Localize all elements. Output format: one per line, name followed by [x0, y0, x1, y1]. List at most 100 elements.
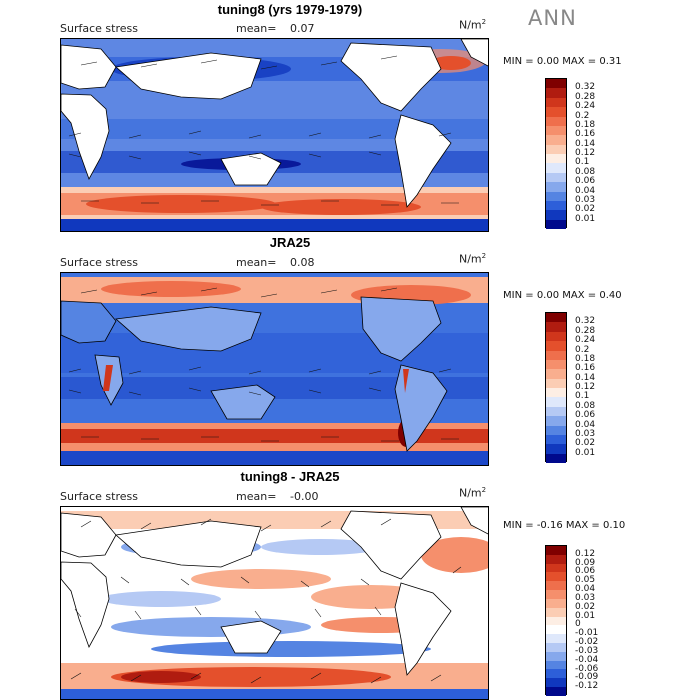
colorbar-tick-label: 0.1	[575, 391, 590, 402]
colorbar-tick-label: 0.24	[575, 101, 596, 112]
max-label: MAX =	[562, 290, 597, 301]
mean-value: -0.00	[290, 490, 319, 503]
colorbar-swatch	[546, 107, 566, 117]
colorbar-swatch	[546, 425, 566, 435]
stress-map	[61, 273, 488, 465]
colorbar-tick-label: 0.16	[575, 363, 596, 374]
mean-label: mean=	[236, 256, 277, 269]
colorbar-swatch	[546, 79, 566, 89]
colorbar-tick-label: 0.24	[575, 335, 596, 346]
units-exponent: 2	[481, 18, 487, 26]
max-value: 0.40	[599, 290, 622, 301]
colorbar-tick-label: 0.09	[575, 557, 596, 568]
units-label: N/m2	[459, 252, 486, 266]
colorbar-tick-label: 0.12	[575, 382, 596, 392]
colorbar-swatch	[546, 416, 566, 426]
colorbar-swatch	[546, 116, 566, 126]
colorbar-tick-label: 0.02	[575, 204, 596, 215]
colorbar-tick-label: -0.02	[575, 637, 599, 648]
colorbar-tick-label: 0.1	[575, 157, 590, 168]
min-label: MIN =	[503, 56, 534, 67]
colorbar-swatch	[546, 434, 566, 445]
colorbar-tick-label: -0.01	[575, 628, 599, 639]
colorbar-swatch	[546, 453, 566, 463]
colorbar-tick-label: 0.04	[575, 584, 596, 595]
colorbar-tick-label: 0.28	[575, 325, 596, 336]
colorbar-tick-label: 0.04	[575, 419, 596, 430]
colorbar-swatch	[546, 313, 566, 323]
colorbar-tick-label: 0.01	[575, 447, 596, 458]
colorbar-swatch	[546, 125, 566, 136]
max-label: MAX =	[565, 520, 600, 531]
colorbar-tick-label: 0.04	[575, 185, 596, 196]
map-panel-difference	[60, 506, 489, 700]
colorbar-tick-label: 0.28	[575, 91, 596, 102]
field-label: Surface stress	[60, 22, 138, 35]
mean-value: 0.07	[290, 22, 315, 35]
min-label: MIN =	[503, 520, 534, 531]
colorbar-swatch	[546, 625, 566, 635]
colorbar-tick-label: 0.02	[575, 438, 596, 449]
colorbar-swatch	[546, 219, 566, 229]
colorbar-tick-label: 0.32	[575, 316, 596, 327]
colorbar-swatch	[546, 678, 566, 687]
map-panel-reanalysis	[60, 272, 489, 466]
colorbar-swatch	[546, 554, 566, 564]
units-exponent: 2	[481, 486, 487, 494]
colorbar-swatch	[546, 660, 566, 670]
panel-title: JRA25	[269, 235, 311, 250]
panel-title: tuning8 (yrs 1979-1979)	[217, 2, 363, 17]
colorbar-tick-label: -0.06	[575, 663, 599, 674]
colorbar-swatch	[546, 563, 566, 573]
colorbar-swatch	[546, 397, 566, 407]
min-max-readout: MIN = 0.00 MAX = 0.40	[503, 290, 622, 301]
season-label: ANN	[528, 6, 577, 30]
colorbar-tick-label: 0.08	[575, 400, 596, 411]
colorbar-swatch	[546, 642, 566, 652]
colorbar-swatch	[546, 634, 566, 643]
colorbar-swatch	[546, 651, 566, 661]
colorbar-tick-label: 0.18	[575, 353, 596, 364]
min-value: 0.00	[536, 56, 560, 67]
colorbar	[545, 545, 567, 696]
colorbar-swatch	[546, 616, 566, 626]
colorbar-swatch	[546, 182, 566, 192]
colorbar-swatch	[546, 163, 566, 173]
colorbar-tick-label: 0.14	[575, 138, 596, 149]
min-label: MIN =	[503, 290, 534, 301]
colorbar-swatch	[546, 88, 566, 98]
colorbar-swatch	[546, 572, 566, 582]
units-exponent: 2	[481, 252, 487, 260]
colorbar-swatch	[546, 341, 566, 351]
colorbar-tick-label: 0.12	[575, 548, 596, 559]
colorbar-swatch	[546, 378, 566, 388]
units-label: N/m2	[459, 486, 486, 500]
stress-map	[61, 507, 488, 699]
field-label: Surface stress	[60, 490, 138, 503]
colorbar-tick-label: 0.06	[575, 176, 596, 187]
colorbar-swatch	[546, 369, 566, 379]
colorbar-swatch	[546, 322, 566, 332]
colorbar-tick-label: 0.14	[575, 372, 596, 383]
colorbar-tick-label: 0.01	[575, 213, 596, 224]
colorbar-swatch	[546, 546, 566, 555]
colorbar-tick-label: 0.12	[575, 148, 596, 158]
colorbar-tick-label: 0.03	[575, 592, 596, 603]
max-label: MAX =	[562, 56, 597, 67]
map-panel-model	[60, 38, 489, 232]
colorbar-swatch	[546, 191, 566, 201]
colorbar-swatch	[546, 669, 566, 679]
colorbar-tick-label: 0.2	[575, 344, 590, 355]
max-value: 0.10	[602, 520, 626, 531]
mean-label: mean=	[236, 22, 277, 35]
colorbar-tick-label: 0.06	[575, 410, 596, 421]
mean-value: 0.08	[290, 256, 315, 269]
colorbar-tick-label: 0.06	[575, 566, 596, 577]
colorbar-tick-label: 0.18	[575, 119, 596, 130]
colorbar-swatch	[546, 598, 566, 608]
mean-label: mean=	[236, 490, 277, 503]
colorbar-swatch	[546, 210, 566, 220]
units-text: N/m	[459, 252, 482, 266]
colorbar-swatch	[546, 350, 566, 360]
